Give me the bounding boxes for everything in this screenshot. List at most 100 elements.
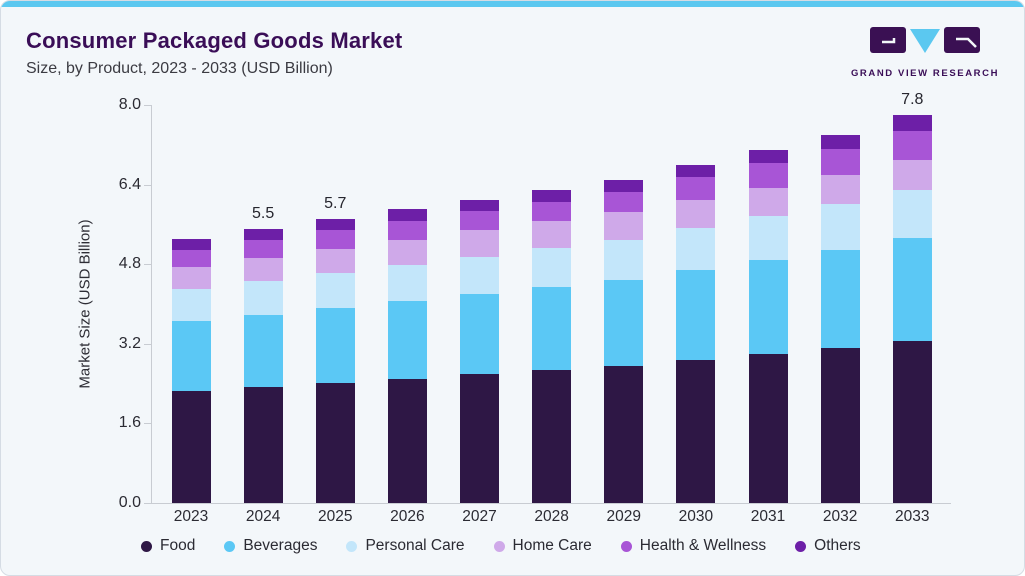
bar-2031	[748, 149, 788, 503]
bar-segment-2033-food	[892, 340, 932, 503]
bar-segment-2030-health-wellness	[676, 177, 716, 200]
x-tick-label-2032: 2032	[822, 508, 858, 525]
bar-segment-2032-personal-care	[820, 204, 860, 250]
legend-label-home-care: Home Care	[512, 537, 592, 554]
bar-segment-2025-home-care	[315, 249, 355, 274]
legend-label-personal-care: Personal Care	[365, 537, 465, 554]
bar-segment-2033-home-care	[892, 159, 932, 191]
legend-label-others: Others	[814, 537, 861, 554]
bar-segment-2031-beverages	[748, 260, 788, 354]
bar-segment-2028-home-care	[532, 221, 572, 249]
bar-segment-2030-home-care	[676, 199, 716, 228]
bar-2030	[676, 164, 716, 503]
bar-segment-2024-home-care	[243, 258, 283, 282]
x-tick-label-2025: 2025	[318, 508, 353, 525]
bar-2028	[532, 189, 572, 503]
y-tick-label-3.2: 3.2	[118, 334, 141, 352]
bar-segment-2027-health-wellness	[460, 211, 500, 231]
bar-segment-2023-personal-care	[171, 289, 211, 322]
bar-segment-2031-others	[748, 149, 788, 164]
page-title: Consumer Packaged Goods Market	[26, 28, 403, 53]
legend-label-beverages: Beverages	[243, 537, 318, 554]
bar-2027	[460, 199, 500, 503]
bar-total-label-2033: 7.8	[901, 90, 924, 108]
x-tick-label-2027: 2027	[462, 508, 497, 525]
legend-dot-beverages-icon	[224, 540, 236, 552]
bar-segment-2028-personal-care	[532, 248, 572, 288]
legend-dot-health-wellness-icon	[620, 540, 632, 552]
legend-item-home-care: Home Care	[493, 537, 592, 555]
y-tick-mark	[144, 264, 151, 266]
bar-segment-2023-others	[171, 239, 211, 251]
bar-segment-2029-personal-care	[604, 239, 644, 281]
bar-segment-2029-health-wellness	[604, 191, 644, 213]
bar-2033	[892, 114, 932, 503]
page-subtitle: Size, by Product, 2023 - 2033 (USD Billi…	[26, 60, 333, 77]
x-tick-label-2028: 2028	[534, 508, 569, 525]
bar-2032	[820, 134, 860, 503]
bar-segment-2028-health-wellness	[532, 201, 572, 222]
bar-segment-2025-health-wellness	[315, 230, 355, 250]
bar-segment-2033-health-wellness	[892, 130, 932, 160]
bar-segment-2023-home-care	[171, 267, 211, 290]
bar-segment-2033-personal-care	[892, 190, 932, 238]
legend-item-health-wellness: Health & Wellness	[620, 537, 767, 555]
bar-segment-2024-health-wellness	[243, 240, 283, 259]
bar-segment-2028-beverages	[532, 287, 572, 370]
bar-segment-2027-others	[460, 199, 500, 212]
bar-segment-2031-personal-care	[748, 216, 788, 261]
bar-2029	[604, 179, 644, 503]
brand-logo-text: GRAND VIEW RESEARCH	[850, 68, 1000, 79]
legend-dot-personal-care-icon	[346, 540, 358, 552]
y-tick-mark	[144, 423, 151, 425]
y-tick-label-8.0: 8.0	[118, 96, 141, 113]
bar-segment-2026-others	[387, 209, 427, 221]
legend-item-personal-care: Personal Care	[346, 537, 465, 555]
bar-segment-2023-health-wellness	[171, 250, 211, 268]
bar-2025	[315, 219, 355, 503]
bar-segment-2028-food	[532, 369, 572, 503]
bar-segment-2024-personal-care	[243, 281, 283, 315]
legend-label-health-wellness: Health & Wellness	[639, 537, 767, 554]
bar-segment-2024-food	[243, 387, 283, 503]
bar-segment-2032-food	[820, 347, 860, 503]
y-tick-label-4.8: 4.8	[118, 255, 141, 273]
x-tick-label-2031: 2031	[750, 508, 786, 525]
bar-segment-2033-others	[892, 114, 932, 131]
bar-2023	[171, 239, 211, 503]
bar-segment-2026-beverages	[387, 301, 427, 379]
bar-segment-2025-others	[315, 219, 355, 231]
bar-segment-2027-personal-care	[460, 256, 500, 295]
bar-segment-2029-beverages	[604, 280, 644, 366]
y-tick-label-1.6: 1.6	[118, 414, 141, 432]
grand-view-research-logo-icon	[870, 27, 980, 53]
legend: Food Beverages Personal Care Home Care Healt…	[141, 537, 861, 555]
y-tick-mark	[144, 105, 151, 106]
x-tick-label-2024: 2024	[245, 508, 281, 525]
bar-segment-2030-others	[676, 164, 716, 178]
bar-segment-2029-home-care	[604, 212, 644, 240]
y-tick-label-6.4: 6.4	[118, 175, 141, 193]
bar-segment-2031-food	[748, 353, 788, 503]
bar-segment-2033-beverages	[892, 237, 932, 341]
bar-segment-2031-home-care	[748, 187, 788, 217]
y-tick-mark	[144, 184, 151, 186]
x-tick-label-2026: 2026	[390, 508, 425, 525]
bar-total-label-2025: 5.7	[324, 195, 347, 213]
bar-segment-2026-food	[387, 378, 427, 503]
y-tick-label-0.0: 0.0	[118, 494, 141, 511]
bar-segment-2032-beverages	[820, 249, 860, 348]
bar-total-label-2024: 5.5	[252, 205, 275, 223]
bar-segment-2031-health-wellness	[748, 163, 788, 188]
bar-segment-2024-others	[243, 229, 283, 241]
bar-segment-2032-health-wellness	[820, 148, 860, 175]
x-tick-label-2030: 2030	[678, 508, 714, 525]
legend-dot-others-icon	[795, 540, 807, 552]
x-tick-label-2023: 2023	[173, 508, 209, 525]
legend-dot-food-icon	[141, 540, 152, 552]
bar-segment-2025-food	[315, 382, 355, 503]
y-tick-mark	[144, 343, 151, 345]
bar-segment-2026-personal-care	[387, 265, 427, 302]
bar-segment-2029-food	[604, 365, 644, 503]
